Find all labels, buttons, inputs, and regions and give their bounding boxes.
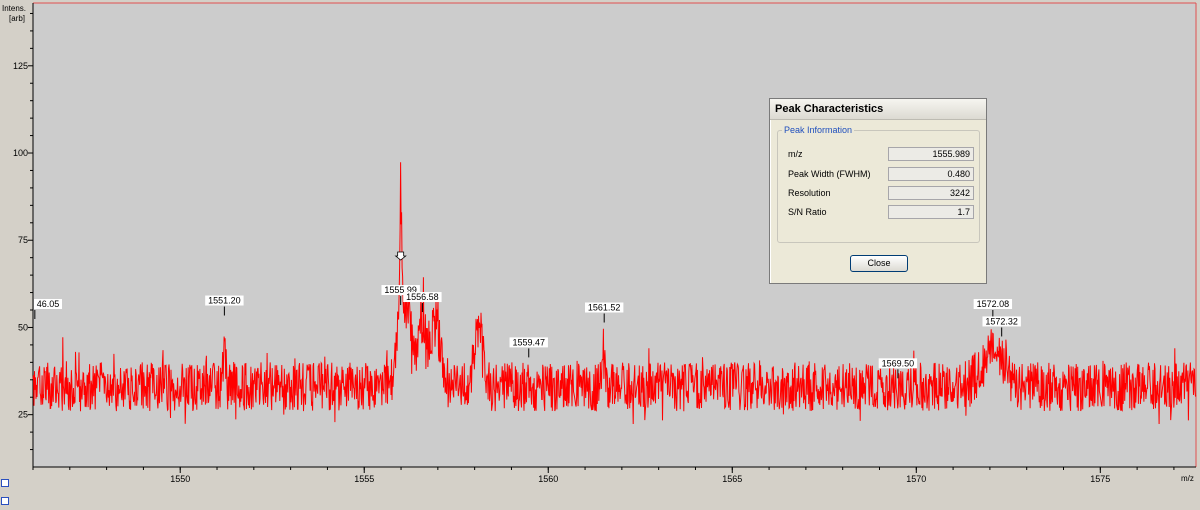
x-tick-label: 1560	[538, 474, 558, 484]
y-tick-label: 50	[18, 322, 28, 332]
peak-label-background	[34, 299, 62, 310]
x-tick-label: 1570	[906, 474, 926, 484]
field-resolution: Resolution 3242	[788, 186, 978, 202]
spectrum-trace	[32, 162, 1197, 425]
field-mz-value: 1555.989	[888, 147, 974, 161]
peak-label-background	[584, 302, 624, 313]
peak-label-background	[403, 292, 442, 303]
field-peak-width-label: Peak Width (FWHM)	[788, 169, 871, 179]
y-tick-label: 75	[18, 235, 28, 245]
peak-information-group: Peak Information m/z 1555.989 Peak Width…	[777, 125, 980, 243]
peak-label: 1555.99	[384, 285, 417, 295]
y-ticks: 25 50 75 100 125	[13, 12, 33, 451]
field-resolution-value: 3242	[888, 186, 974, 200]
peak-label: 1559.47	[512, 337, 545, 347]
field-peak-width: Peak Width (FWHM) 0.480	[788, 167, 978, 183]
peak-information-legend: Peak Information	[784, 125, 853, 135]
peak-label: 1572.08	[977, 299, 1010, 309]
view-toggle-buttons[interactable]	[1, 474, 17, 505]
y-tick-label: 100	[13, 148, 28, 158]
close-button[interactable]: Close	[850, 255, 908, 272]
x-ticks: 1550 1555 1560 1565 1570 1575	[32, 467, 1175, 484]
peak-label-background	[982, 316, 1021, 327]
field-mz-label: m/z	[788, 149, 803, 159]
selected-peak-marker	[394, 251, 407, 261]
peak-label: 1569.50	[882, 358, 915, 368]
peak-label-background	[509, 337, 548, 348]
peak-label-background	[973, 299, 1013, 310]
field-peak-width-value: 0.480	[888, 167, 974, 181]
field-sn-ratio: S/N Ratio 1.7	[788, 205, 978, 221]
peak-label: 46.05	[37, 299, 60, 309]
peak-label: 1561.52	[588, 302, 621, 312]
x-tick-label: 1555	[354, 474, 374, 484]
peak-label-background	[381, 285, 420, 296]
x-tick-label: 1575	[1090, 474, 1110, 484]
x-tick-label: 1565	[722, 474, 742, 484]
peak-label: 1572.32	[985, 316, 1018, 326]
peak-characteristics-dialog: Peak Characteristics Peak Information m/…	[769, 98, 987, 284]
y-tick-label: 25	[18, 410, 28, 420]
y-tick-label: 125	[13, 61, 28, 71]
x-axis-title: m/z	[1181, 474, 1194, 483]
field-sn-ratio-label: S/N Ratio	[788, 207, 827, 217]
peak-label-background	[205, 295, 244, 306]
field-resolution-label: Resolution	[788, 188, 831, 198]
x-tick-label: 1550	[170, 474, 190, 484]
dialog-title: Peak Characteristics	[770, 99, 986, 120]
field-sn-ratio-value: 1.7	[888, 205, 974, 219]
y-axis-title-line2: [arb]	[9, 14, 25, 23]
peak-label-background	[878, 358, 918, 369]
y-axis-title-line1: Intens.	[2, 4, 26, 13]
down-arrow-icon	[394, 251, 407, 261]
field-mz: m/z 1555.989	[788, 147, 978, 163]
peak-label: 1556.58	[406, 292, 439, 302]
peak-label: 1551.20	[208, 296, 241, 306]
